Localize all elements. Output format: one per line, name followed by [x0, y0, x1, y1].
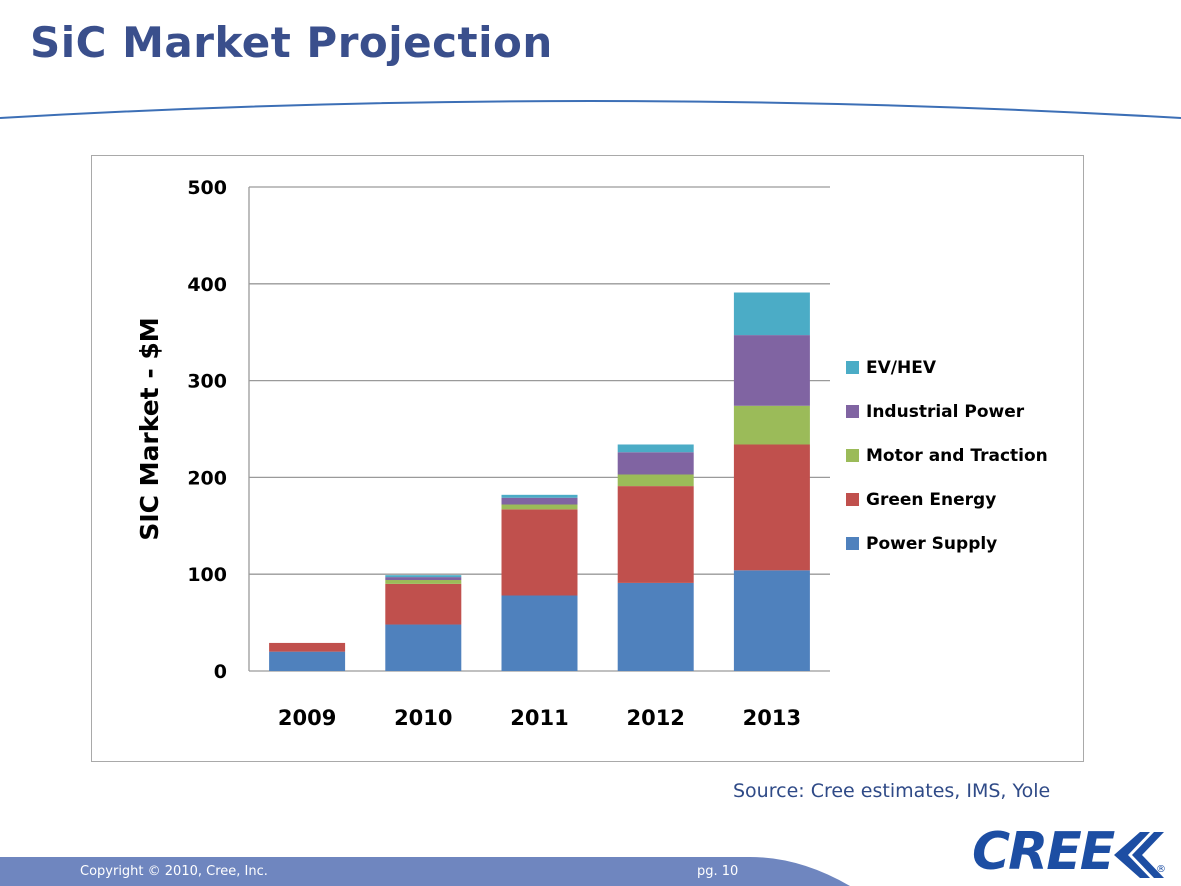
bar-segment-industrial-power: [385, 577, 462, 581]
bar-segment-ev-hev: [617, 444, 694, 453]
y-tick-label: 500: [187, 177, 227, 199]
bar-segment-motor-and-traction: [733, 405, 810, 445]
legend-label: EV/HEV: [866, 358, 937, 378]
page-number: pg. 10: [697, 864, 739, 879]
cree-logo: CREE ®: [972, 822, 1172, 884]
y-tick-label: 400: [187, 274, 227, 296]
legend-swatch: [846, 537, 859, 550]
logo-text: CREE: [972, 822, 1115, 882]
bar-segment-power-supply: [733, 570, 810, 671]
y-tick-label: 200: [187, 467, 227, 489]
x-tick-label: 2009: [278, 706, 336, 730]
bar-segment-power-supply: [501, 595, 578, 671]
page-title: SiC Market Projection: [30, 18, 553, 67]
bar-segment-industrial-power: [733, 335, 810, 406]
bar-segment-ev-hev: [733, 292, 810, 336]
legend-swatch: [846, 449, 859, 462]
copyright-text: Copyright © 2010, Cree, Inc.: [80, 864, 268, 879]
bar-segment-motor-and-traction: [617, 474, 694, 487]
registered-mark: ®: [1156, 864, 1166, 875]
legend-swatch: [846, 405, 859, 418]
bar-segment-green-energy: [269, 642, 346, 652]
bar-segment-green-energy: [501, 509, 578, 596]
bar-segment-power-supply: [269, 651, 346, 671]
bar-segment-ev-hev: [385, 575, 462, 578]
x-tick-label: 2013: [743, 706, 801, 730]
bar-segment-power-supply: [617, 582, 694, 671]
title-divider: [0, 100, 1181, 119]
bar-segment-motor-and-traction: [501, 504, 578, 510]
legend-label: Green Energy: [866, 490, 996, 510]
legend-label: Industrial Power: [866, 402, 1025, 422]
bar-segment-power-supply: [385, 624, 462, 671]
bar-segment-green-energy: [733, 444, 810, 571]
y-axis-label: SIC Market - $M: [135, 317, 164, 540]
x-tick-label: 2010: [394, 706, 452, 730]
x-tick-label: 2011: [510, 706, 568, 730]
logo-chevron-icon: [1114, 832, 1164, 878]
legend-swatch: [846, 493, 859, 506]
bar-segment-green-energy: [385, 583, 462, 625]
y-tick-label: 300: [187, 371, 227, 393]
bar-segment-green-energy: [617, 486, 694, 583]
legend-swatch: [846, 361, 859, 374]
y-tick-label: 0: [214, 661, 227, 683]
bar-segment-ev-hev: [501, 494, 578, 498]
bar-segment-industrial-power: [617, 452, 694, 475]
y-tick-label: 100: [187, 564, 227, 586]
legend-label: Motor and Traction: [866, 446, 1048, 466]
x-tick-label: 2012: [626, 706, 684, 730]
bar-segment-industrial-power: [501, 497, 578, 505]
chart-frame: 0 100 200 300 400 500 SIC Market - $M 2009 2010 2…: [91, 155, 1084, 762]
stacked-bar-chart: 0 100 200 300 400 500 SIC Market - $M 2009 2010 2…: [135, 177, 1048, 730]
source-note: Source: Cree estimates, IMS, Yole: [733, 780, 1051, 802]
legend-label: Power Supply: [866, 534, 997, 554]
bar-segment-motor-and-traction: [385, 580, 462, 584]
